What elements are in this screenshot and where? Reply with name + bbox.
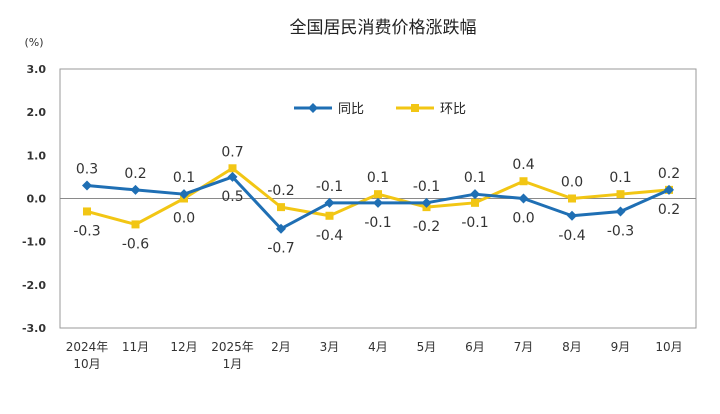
data-point-mom	[228, 164, 237, 173]
data-label-mom: -0.2	[413, 219, 440, 235]
x-tick-label: 1月	[223, 357, 243, 371]
x-tick-label: 11月	[122, 340, 149, 354]
data-labels-group: 0.3 -0.3 0.2 -0.6 0.1 0.0 0.5 0.7 -0.7 -0.2 -0.1 -0…	[73, 144, 680, 256]
x-tick-label: 12月	[170, 340, 197, 354]
data-label-yoy: 0.1	[173, 170, 195, 186]
data-label-mom: 0.2	[658, 166, 680, 182]
y-tick-label: 0.0	[27, 193, 47, 206]
x-tick-label: 10月	[73, 357, 100, 371]
data-label-mom: 0.1	[367, 170, 389, 186]
data-label-yoy: -0.1	[364, 215, 391, 231]
data-label-yoy: -0.4	[558, 228, 585, 244]
y-tick-label: -3.0	[22, 322, 46, 335]
data-point-yoy	[615, 206, 626, 217]
data-point-mom	[325, 211, 334, 220]
y-tick-label: -1.0	[22, 236, 46, 249]
data-point-yoy	[421, 197, 432, 208]
data-point-mom	[616, 190, 625, 199]
data-label-yoy: -0.1	[413, 179, 440, 195]
legend-label-mom: 环比	[440, 102, 466, 117]
data-point-yoy	[470, 189, 480, 200]
data-point-mom	[131, 220, 140, 229]
data-point-yoy	[324, 197, 335, 208]
data-point-mom	[568, 194, 576, 203]
data-label-mom: -0.4	[316, 228, 343, 244]
data-label-mom: 0.7	[221, 144, 243, 160]
legend: 同比 环比	[294, 102, 466, 117]
data-label-mom: -0.2	[267, 183, 294, 199]
data-point-yoy	[130, 184, 141, 195]
x-tick-label: 9月	[611, 340, 631, 354]
chart-title: 全国居民消费价格涨跌幅	[290, 18, 477, 38]
data-point-yoy	[567, 210, 577, 221]
data-point-mom	[277, 203, 285, 212]
data-label-yoy: 0.5	[221, 189, 243, 205]
legend-label-yoy: 同比	[338, 102, 364, 117]
data-label-yoy: 0.2	[658, 202, 680, 218]
legend-marker-mom	[411, 104, 419, 112]
legend-marker-yoy	[308, 103, 318, 113]
x-tick-label: 2月	[271, 340, 291, 354]
y-tick-label: 2.0	[27, 106, 47, 119]
data-point-mom	[83, 207, 91, 216]
data-point-mom	[374, 190, 382, 199]
data-label-yoy: 0.0	[512, 211, 534, 227]
data-label-yoy: 0.2	[124, 166, 146, 182]
data-point-mom	[519, 177, 528, 186]
data-label-yoy: 0.3	[76, 162, 98, 178]
y-tick-label: 1.0	[27, 149, 47, 162]
data-point-yoy	[664, 184, 674, 195]
data-point-yoy	[276, 223, 286, 234]
x-tick-label: 6月	[465, 340, 485, 354]
data-point-yoy	[518, 193, 529, 204]
data-label-yoy: 0.1	[464, 170, 486, 186]
y-tick-label: 3.0	[27, 63, 47, 76]
x-tick-label: 7月	[514, 340, 534, 354]
x-tick-label: 3月	[320, 340, 340, 354]
data-label-mom: 0.0	[561, 175, 583, 191]
data-label-mom: 0.1	[609, 170, 631, 186]
data-point-yoy	[179, 189, 189, 200]
data-point-yoy	[373, 197, 383, 208]
data-label-yoy: -0.7	[267, 241, 294, 257]
x-tick-label: 8月	[562, 340, 582, 354]
x-tick-label: 4月	[368, 340, 388, 354]
axes-group: 3.0 2.0 1.0 0.0 -1.0 -2.0 -3.0 2024年 10月 11月 12月 20…	[22, 63, 696, 371]
x-tick-label: 2024年	[66, 340, 109, 354]
data-label-yoy: -0.3	[607, 223, 634, 239]
x-tick-label: 5月	[417, 340, 437, 354]
data-label-mom: -0.1	[461, 215, 488, 231]
series-group	[82, 164, 674, 234]
data-label-mom: 0.0	[173, 211, 195, 227]
data-label-mom: 0.4	[512, 157, 534, 173]
data-label-mom: -0.3	[73, 223, 100, 239]
y-axis-unit-label: (%)	[24, 36, 43, 49]
data-point-mom	[471, 198, 479, 207]
y-tick-label: -2.0	[22, 279, 46, 292]
data-point-yoy	[227, 171, 238, 182]
x-tick-label: 2025年	[211, 340, 254, 354]
x-tick-label: 10月	[655, 340, 682, 354]
data-point-yoy	[82, 180, 92, 191]
data-label-yoy: -0.1	[316, 179, 343, 195]
data-label-mom: -0.6	[122, 236, 149, 252]
